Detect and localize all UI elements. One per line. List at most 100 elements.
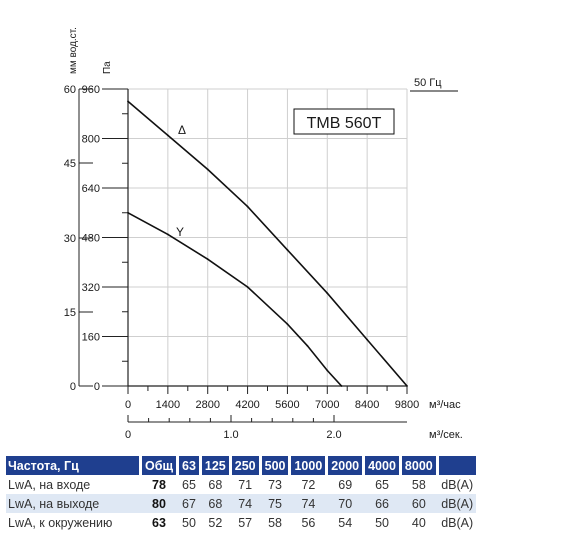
secondary-y-tick-label: 30 <box>64 233 76 245</box>
curve-data-point <box>206 168 209 171</box>
secondary-y-tick-label: 60 <box>64 84 76 96</box>
header-cell: 250 <box>228 456 261 475</box>
x-tick-label: 8400 <box>355 399 379 411</box>
secondary-x-tick-label: 1.0 <box>223 429 238 441</box>
header-cell: 500 <box>258 456 290 475</box>
secondary-y-tick-label: 45 <box>64 158 76 170</box>
band-value: 68 <box>208 477 223 492</box>
band-value: 40 <box>411 515 426 530</box>
fan-performance-chart: 0 160 320 480 640 800 960 60 45 30 15 0 мм вод.ст. Па… <box>64 27 463 441</box>
band-value: 58 <box>411 477 426 492</box>
secondary-y-tick-label: 15 <box>64 307 76 319</box>
band-value: 69 <box>338 477 353 492</box>
total-value: 78 <box>152 477 166 492</box>
curve-data-point <box>127 211 129 214</box>
y-tick-label: 0 <box>94 381 100 393</box>
curve-data-point <box>406 385 408 387</box>
header-unit-blank <box>435 456 477 475</box>
band-value: 52 <box>208 515 223 530</box>
band-value: 56 <box>301 515 316 530</box>
band-value: 57 <box>238 515 253 530</box>
band-value: 66 <box>363 494 401 513</box>
secondary-x-tick-label: 2.0 <box>326 429 341 441</box>
header-frequency: Частота, Гц <box>6 456 141 475</box>
band-value: 67 <box>177 494 201 513</box>
x-tick-label: 1400 <box>156 399 180 411</box>
band-value: 50 <box>182 515 196 530</box>
model-label-box <box>293 108 395 135</box>
y-tick-label: 160 <box>82 332 100 344</box>
header-cell: 1000 <box>288 456 327 475</box>
band-value: 73 <box>268 477 282 492</box>
y-tick-label: 640 <box>82 183 100 195</box>
y-tick-label: 320 <box>82 282 100 294</box>
curve-data-point <box>286 323 289 326</box>
curve-label-delta: Δ <box>178 123 186 137</box>
header-cell: 63 <box>176 456 201 475</box>
y-tick-label: 800 <box>82 134 100 146</box>
row-label: LwA, на выходе <box>6 494 141 513</box>
curve-data-point <box>366 338 369 341</box>
x-tick-label: 4200 <box>235 399 259 411</box>
secondary-y-tick-label: 0 <box>70 381 76 393</box>
header-cell: 125 <box>198 456 231 475</box>
header-cell: 4000 <box>362 456 401 475</box>
band-value: 65 <box>182 477 196 492</box>
band-value: 60 <box>400 494 438 513</box>
band-value: 71 <box>238 477 253 492</box>
secondary-x-tick-label: 0 <box>125 429 131 441</box>
curve-data-point <box>127 100 129 103</box>
total-value: 80 <box>140 494 178 513</box>
band-value: 65 <box>375 477 389 492</box>
row-label: LwA, к окружению <box>8 515 113 530</box>
x-tick-label: 7000 <box>315 399 339 411</box>
left-axis-label: мм вод.ст. <box>68 27 79 74</box>
x-tick-label: 9800 <box>395 399 419 411</box>
header-cell: 8000 <box>398 456 438 475</box>
x-tick-label: 2800 <box>195 399 219 411</box>
x-tick-label: 0 <box>125 399 131 411</box>
table-row: LwA, на входе 78 65 68 71 73 72 69 65 58 dB(A) <box>6 475 476 494</box>
unit-label: dB(A) <box>441 515 474 530</box>
performance-curve <box>127 100 408 387</box>
noise-level-table: Частота, Гц Общ 63 125 250 500 1000 2000 4000 800… <box>6 456 477 532</box>
total-value: 63 <box>152 515 166 530</box>
band-value: 74 <box>230 494 261 513</box>
table-row: LwA, на выходе 80 67 68 74 75 74 70 66 60 dB(A) <box>6 494 477 513</box>
band-value: 50 <box>375 515 389 530</box>
unit-label: dB(A) <box>437 494 477 513</box>
table-body: LwA, на входе 78 65 68 71 73 72 69 65 58 dB(A) LwA,… <box>6 475 477 532</box>
curve-data-point <box>166 134 169 137</box>
x-axis-unit: м³/час <box>429 399 461 411</box>
curve-data-point <box>326 292 329 295</box>
row-label: LwA, на входе <box>8 477 91 492</box>
table-row: LwA, к окружению 63 50 52 57 58 56 54 50 40 dB(A) <box>6 513 476 532</box>
header-cell: Общ <box>139 456 178 475</box>
unit-label: dB(A) <box>441 477 474 492</box>
curve-data-point <box>340 385 343 387</box>
band-value: 70 <box>326 494 364 513</box>
curve-data-point <box>246 205 249 208</box>
secondary-x-axis-unit: м³/сек. <box>429 429 463 441</box>
curve-label-y: Y <box>176 225 184 239</box>
band-value: 72 <box>301 477 316 492</box>
performance-curve <box>127 212 343 387</box>
frequency-label: 50 Гц <box>414 77 442 89</box>
model-label: ТМВ 560Т <box>307 115 382 132</box>
header-cell: 2000 <box>325 456 364 475</box>
curve-data-point <box>326 369 329 372</box>
band-value: 74 <box>289 494 327 513</box>
band-value: 68 <box>200 494 231 513</box>
y-axis-unit: Па <box>102 61 113 74</box>
curve-data-point <box>246 286 249 288</box>
curve-data-point <box>166 233 169 236</box>
x-tick-label: 5600 <box>275 399 299 411</box>
curve-data-point <box>206 258 209 261</box>
curve-data-point <box>286 248 289 251</box>
y-tick-label: 960 <box>82 84 100 96</box>
band-value: 58 <box>268 515 282 530</box>
band-value: 54 <box>338 515 353 530</box>
curve-data-point <box>306 344 309 347</box>
table-header-row: Частота, Гц Общ 63 125 250 500 1000 2000 4000 800… <box>6 456 477 475</box>
